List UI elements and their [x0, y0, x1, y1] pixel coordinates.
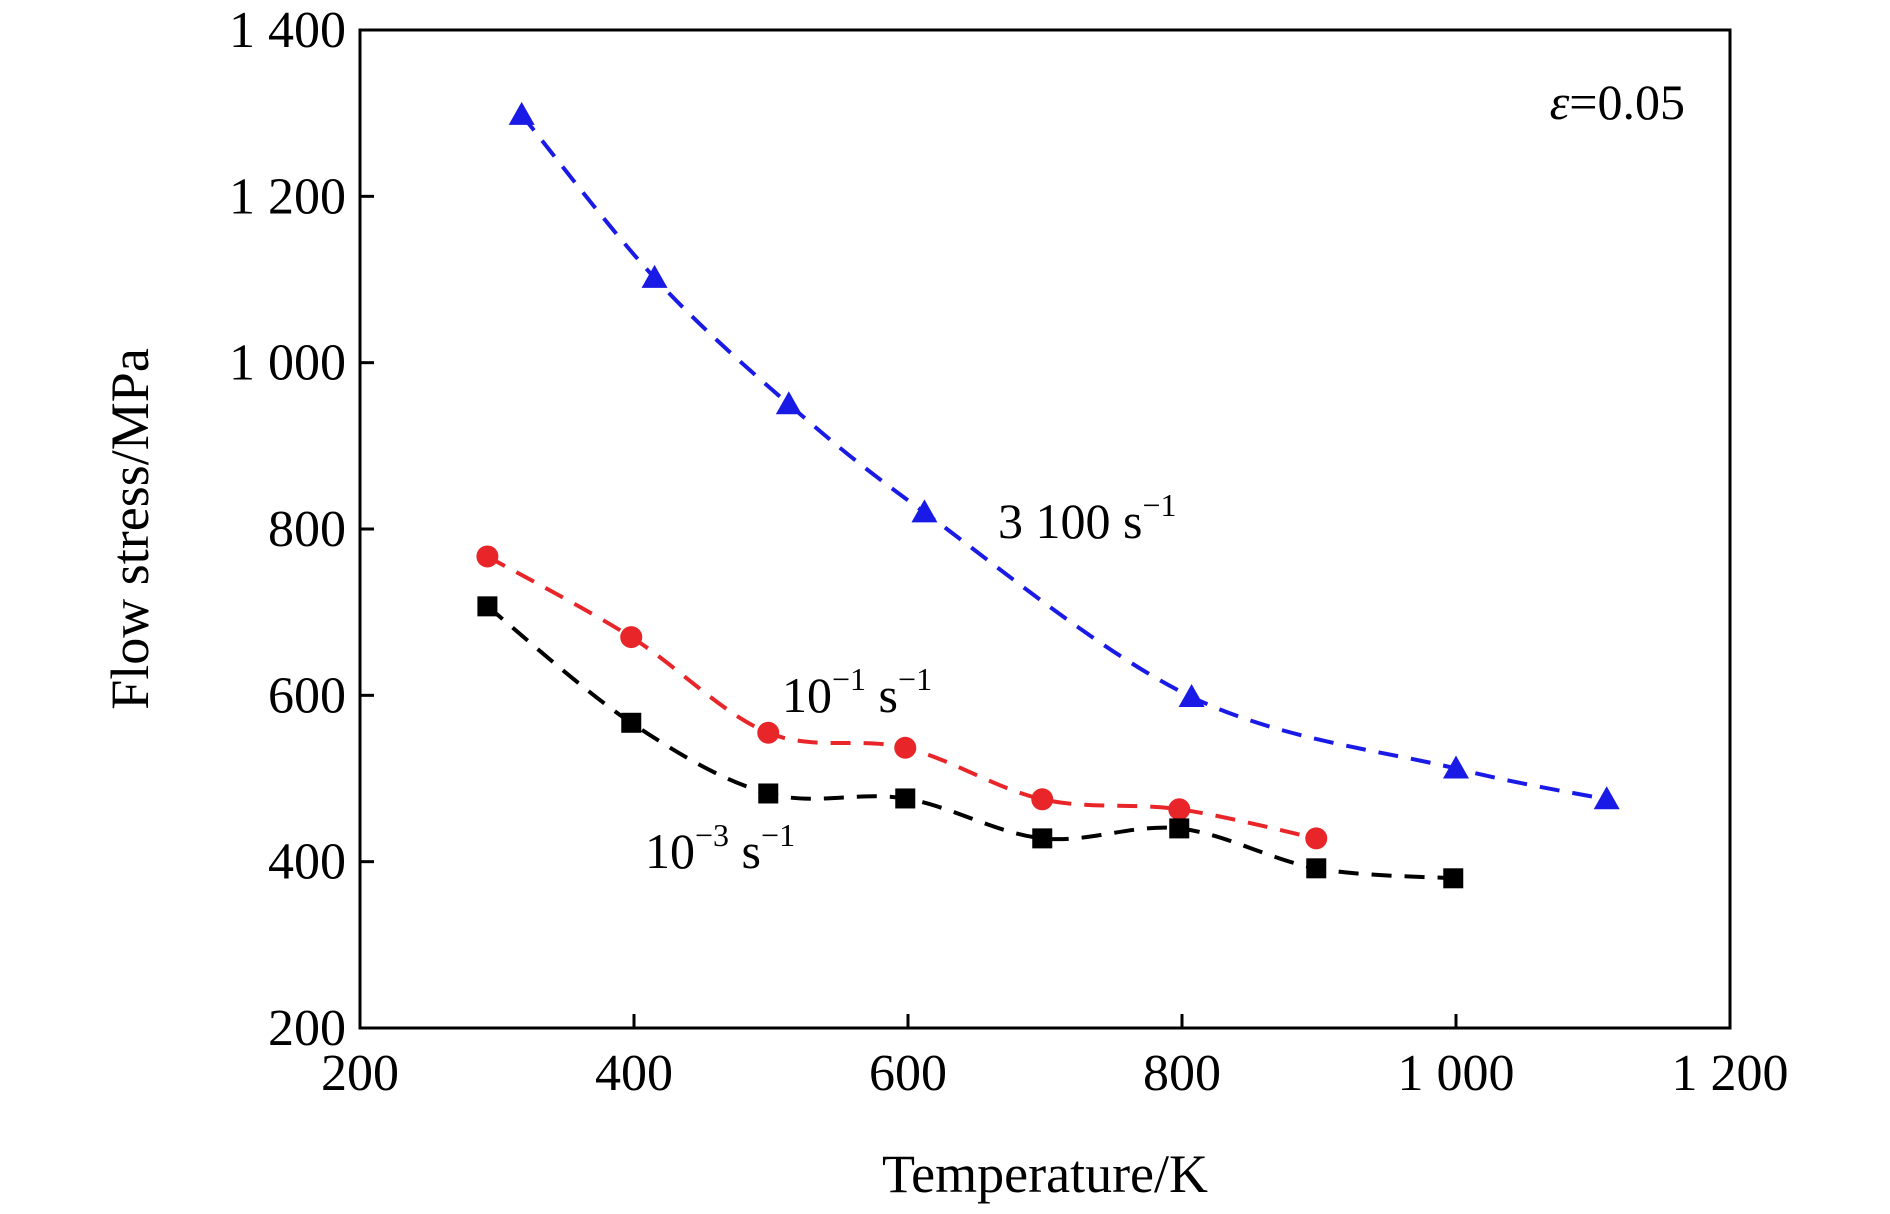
series-label-3100-exp: −1 — [1142, 487, 1176, 523]
y-axis-title: Flow stress/MPa — [100, 348, 160, 710]
y-tick-label: 1 200 — [229, 168, 346, 225]
data-point-triangle — [1443, 755, 1469, 779]
data-point-triangle — [641, 264, 668, 288]
data-point-square — [1443, 868, 1464, 889]
series-label-1e-3-base: 10 — [645, 823, 695, 879]
strain-value: =0.05 — [1569, 74, 1685, 130]
series-line-2 — [486, 604, 1454, 881]
strain-symbol: ε — [1550, 74, 1570, 130]
data-point-triangle — [911, 499, 938, 523]
data-point-triangle — [508, 101, 535, 125]
x-axis: 200 400 600 800 1 000 1 200 — [321, 1014, 1789, 1102]
series-label-1e-3-unit-exp: −1 — [761, 817, 795, 853]
series-label-1e-3-unit: s — [729, 823, 761, 879]
series-label-3100: 3 100 s−1 — [998, 487, 1177, 549]
data-point-circle — [476, 545, 499, 568]
y-tick-label: 800 — [268, 501, 346, 558]
x-tick-label: 200 — [321, 1045, 399, 1102]
y-tick-label: 1 400 — [229, 2, 346, 59]
y-axis: 200 400 600 800 1 000 1 200 1 400 — [229, 2, 374, 1057]
data-point-circle — [1031, 788, 1054, 811]
data-point-square — [1169, 818, 1190, 839]
data-point-square — [895, 788, 916, 809]
x-tick-label: 600 — [869, 1045, 947, 1102]
series-layer — [476, 101, 1620, 889]
series-label-1e-3-exp: −3 — [695, 817, 729, 853]
data-point-triangle — [1593, 786, 1620, 810]
strain-annotation: ε=0.05 — [1550, 74, 1685, 130]
x-tick-label: 400 — [595, 1045, 673, 1102]
data-point-square — [621, 712, 642, 733]
y-tick-label: 200 — [268, 1000, 346, 1057]
y-tick-label: 600 — [268, 667, 346, 724]
data-point-circle — [894, 736, 917, 759]
x-tick-label: 1 000 — [1398, 1045, 1515, 1102]
series-label-1e-1: 10−1 s−1 — [782, 661, 932, 723]
data-point-triangle — [775, 391, 802, 415]
x-tick-label: 1 200 — [1672, 1045, 1789, 1102]
data-point-circle — [757, 721, 780, 744]
data-point-circle — [1168, 798, 1191, 821]
series-label-1e-1-base: 10 — [782, 667, 832, 723]
y-tick-label: 1 000 — [229, 335, 346, 392]
series-label-1e-3: 10−3 s−1 — [645, 817, 795, 879]
series-label-3100-base: 3 100 s — [998, 493, 1142, 549]
series-label-1e-1-unit: s — [866, 667, 898, 723]
data-point-circle — [1305, 827, 1328, 850]
x-axis-title: Temperature/K — [882, 1144, 1208, 1204]
data-point-square — [477, 596, 498, 617]
x-tick-label: 800 — [1143, 1045, 1221, 1102]
series-label-1e-1-exp: −1 — [832, 661, 866, 697]
data-point-square — [1032, 828, 1053, 849]
data-point-triangle — [1178, 683, 1205, 707]
data-point-square — [758, 783, 779, 804]
y-tick-label: 400 — [268, 834, 346, 891]
data-point-circle — [620, 626, 643, 649]
series-label-1e-1-unit-exp: −1 — [898, 661, 932, 697]
data-point-square — [1306, 858, 1327, 879]
series-line-0 — [520, 113, 1608, 802]
